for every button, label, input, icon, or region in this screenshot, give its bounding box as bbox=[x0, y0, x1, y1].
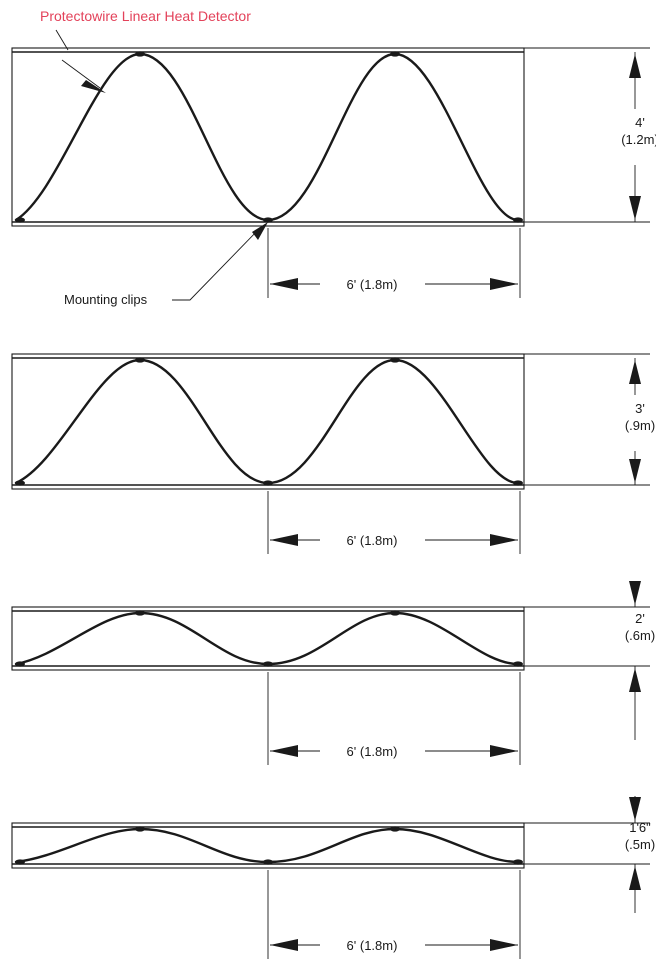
width-arrow-right bbox=[490, 278, 518, 290]
height-arrow-up bbox=[629, 866, 641, 890]
heat-detector-wire bbox=[14, 52, 520, 222]
panel-frame bbox=[11, 353, 525, 490]
mounting-clip bbox=[390, 610, 400, 616]
width-label: 6' (1.8m) bbox=[347, 277, 398, 292]
height-label: 2' bbox=[635, 611, 645, 626]
height-label: 4' bbox=[635, 115, 645, 130]
detector-callout-leader bbox=[55, 29, 106, 93]
height-arrow-down bbox=[629, 459, 641, 483]
mounting-clip bbox=[513, 661, 523, 667]
detector-callout-label: Protectowire Linear Heat Detector bbox=[40, 8, 251, 24]
panels-group: 4' (1.2m) 6' (1.8m) 3' (.9m) 6' (1.8m) 2' (.6m)… bbox=[11, 47, 656, 959]
mounting-clip bbox=[15, 661, 25, 667]
width-arrow-right bbox=[490, 745, 518, 757]
mounting-clip bbox=[135, 826, 145, 832]
heat-detector-wire bbox=[14, 827, 520, 864]
panel-frame bbox=[11, 822, 525, 869]
mounting-clip bbox=[390, 357, 400, 363]
mounting-clips-label: Mounting clips bbox=[64, 292, 148, 307]
mounting-clip bbox=[263, 480, 273, 486]
mounting-clip bbox=[135, 51, 145, 57]
mounting-clip bbox=[390, 826, 400, 832]
height-arrow-up bbox=[629, 54, 641, 78]
height-arrow-down bbox=[629, 196, 641, 220]
width-arrow-right bbox=[490, 534, 518, 546]
mounting-clip bbox=[513, 859, 523, 865]
height-metric-label: (.9m) bbox=[625, 418, 655, 433]
mounting-clip bbox=[513, 480, 523, 486]
panel-2: 3' (.9m) 6' (1.8m) bbox=[11, 353, 655, 554]
width-label: 6' (1.8m) bbox=[347, 744, 398, 759]
width-label: 6' (1.8m) bbox=[347, 938, 398, 953]
mounting-clips-leader bbox=[172, 222, 268, 301]
height-metric-label: (.6m) bbox=[625, 628, 655, 643]
height-arrow-down bbox=[629, 797, 641, 821]
height-metric-label: (1.2m) bbox=[621, 132, 656, 147]
heat-detector-wire bbox=[14, 358, 520, 485]
height-metric-label: (.5m) bbox=[625, 837, 655, 852]
heat-detector-wire bbox=[14, 611, 520, 666]
width-arrow-left bbox=[270, 939, 298, 951]
mounting-clip bbox=[263, 661, 273, 667]
height-arrow-down bbox=[629, 581, 641, 605]
width-label: 6' (1.8m) bbox=[347, 533, 398, 548]
mounting-clip bbox=[135, 357, 145, 363]
height-arrow-up bbox=[629, 360, 641, 384]
height-arrow-up bbox=[629, 668, 641, 692]
height-label: 3' bbox=[635, 401, 645, 416]
height-label: 1'6" bbox=[629, 820, 651, 835]
mounting-clip bbox=[263, 859, 273, 865]
mounting-clip bbox=[15, 480, 25, 486]
panel-4: 1'6" (.5m) 6' (1.8m) bbox=[11, 796, 655, 959]
panel-3: 2' (.6m) 6' (1.8m) bbox=[11, 581, 655, 765]
panel-frame bbox=[11, 47, 525, 227]
mounting-clip bbox=[263, 217, 273, 223]
mounting-clip bbox=[15, 859, 25, 865]
mounting-clip bbox=[390, 51, 400, 57]
panel-1: 4' (1.2m) 6' (1.8m) bbox=[11, 47, 656, 298]
width-arrow-left bbox=[270, 534, 298, 546]
width-arrow-left bbox=[270, 745, 298, 757]
mounting-clip bbox=[513, 217, 523, 223]
mounting-clip bbox=[15, 217, 25, 223]
width-arrow-right bbox=[490, 939, 518, 951]
mounting-clip bbox=[135, 610, 145, 616]
width-arrow-left bbox=[270, 278, 298, 290]
panel-frame bbox=[11, 606, 525, 671]
